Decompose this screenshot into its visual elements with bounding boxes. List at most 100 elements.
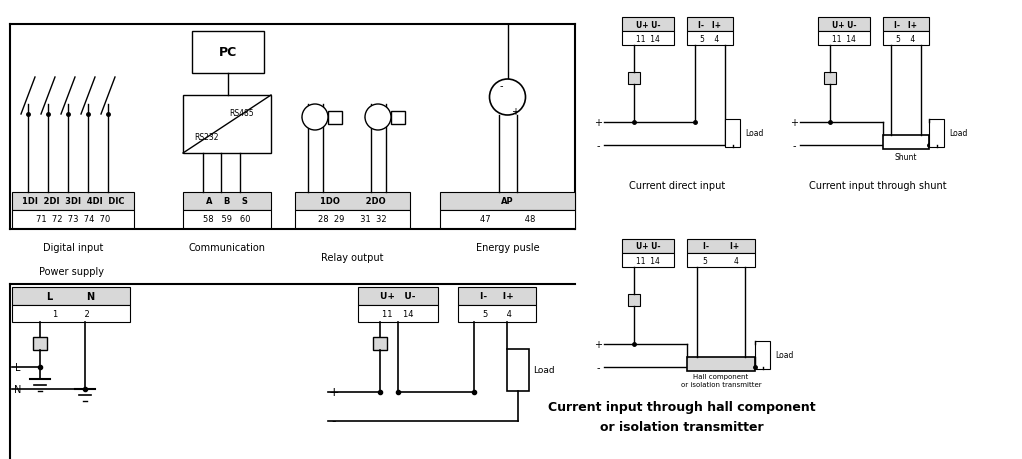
Text: 5    4: 5 4 bbox=[896, 34, 916, 44]
Text: U+   U-: U+ U- bbox=[380, 291, 416, 301]
Circle shape bbox=[301, 105, 328, 131]
Circle shape bbox=[365, 105, 391, 131]
Bar bbox=[883, 32, 929, 46]
Bar bbox=[687, 357, 755, 371]
Bar bbox=[687, 32, 733, 46]
Bar bbox=[440, 211, 575, 229]
Bar bbox=[373, 337, 387, 350]
Bar bbox=[628, 294, 640, 306]
Bar bbox=[183, 193, 271, 211]
Bar bbox=[358, 305, 438, 322]
Text: RS485: RS485 bbox=[230, 109, 254, 118]
Bar bbox=[687, 18, 733, 32]
Text: -: - bbox=[792, 141, 796, 151]
Bar bbox=[883, 18, 929, 32]
Text: I-   I+: I- I+ bbox=[698, 21, 722, 29]
Text: Load: Load bbox=[745, 129, 763, 138]
Text: +: + bbox=[329, 386, 339, 398]
Text: U+ U-: U+ U- bbox=[636, 242, 660, 251]
Bar bbox=[458, 287, 536, 305]
Text: L: L bbox=[15, 362, 20, 372]
Text: I-     I+: I- I+ bbox=[480, 291, 514, 301]
Text: 1          2: 1 2 bbox=[52, 309, 89, 318]
Text: Communication: Communication bbox=[188, 242, 266, 252]
Bar bbox=[12, 287, 130, 305]
Text: 1DO         2DO: 1DO 2DO bbox=[320, 197, 385, 206]
Text: Current input through hall component: Current input through hall component bbox=[548, 401, 816, 414]
Text: +: + bbox=[511, 107, 519, 117]
Text: -: - bbox=[596, 362, 600, 372]
Text: U+ U-: U+ U- bbox=[636, 21, 660, 29]
Text: Power supply: Power supply bbox=[39, 266, 103, 276]
Bar bbox=[929, 120, 944, 148]
Text: Digital input: Digital input bbox=[43, 242, 103, 252]
Text: I-   I+: I- I+ bbox=[894, 21, 918, 29]
Text: or isolation transmitter: or isolation transmitter bbox=[600, 420, 763, 434]
Bar bbox=[824, 73, 836, 85]
Text: Energy pusle: Energy pusle bbox=[475, 242, 540, 252]
Bar bbox=[12, 305, 130, 322]
Text: 11  14: 11 14 bbox=[832, 34, 856, 44]
Bar bbox=[458, 305, 536, 322]
Text: or isolation transmitter: or isolation transmitter bbox=[681, 381, 761, 387]
Bar bbox=[295, 193, 410, 211]
Text: N: N bbox=[14, 384, 21, 394]
Text: RS232: RS232 bbox=[194, 133, 219, 142]
Bar bbox=[183, 96, 271, 154]
Text: 5           4: 5 4 bbox=[703, 256, 739, 265]
Bar bbox=[391, 111, 406, 124]
Text: AP: AP bbox=[501, 197, 514, 206]
Text: 11  14: 11 14 bbox=[636, 256, 660, 265]
Bar bbox=[818, 32, 870, 46]
Bar bbox=[628, 73, 640, 85]
Text: Shunt: Shunt bbox=[894, 152, 918, 161]
Text: 28  29      31  32: 28 29 31 32 bbox=[318, 215, 386, 224]
Text: 5    4: 5 4 bbox=[700, 34, 719, 44]
Bar bbox=[507, 349, 529, 391]
Text: Load: Load bbox=[533, 366, 555, 375]
Text: Current direct input: Current direct input bbox=[629, 180, 726, 190]
Text: 11    14: 11 14 bbox=[382, 309, 414, 318]
Bar bbox=[33, 337, 47, 350]
Text: -: - bbox=[332, 414, 336, 428]
Text: 58   59   60: 58 59 60 bbox=[203, 215, 250, 224]
Text: -: - bbox=[500, 81, 503, 91]
Text: Hall component: Hall component bbox=[693, 373, 749, 379]
Text: Load: Load bbox=[948, 129, 967, 138]
Text: 5       4: 5 4 bbox=[482, 309, 511, 318]
Bar bbox=[687, 240, 755, 253]
Bar bbox=[183, 211, 271, 229]
Bar bbox=[440, 193, 575, 211]
Text: I-        I+: I- I+ bbox=[703, 242, 739, 251]
Text: +: + bbox=[594, 339, 602, 349]
Text: Load: Load bbox=[775, 351, 793, 360]
Bar bbox=[622, 253, 673, 268]
Text: Relay output: Relay output bbox=[321, 252, 383, 263]
Bar bbox=[192, 32, 264, 74]
Bar bbox=[755, 341, 770, 369]
Bar bbox=[725, 120, 740, 148]
Text: PC: PC bbox=[219, 46, 237, 59]
Bar bbox=[883, 136, 929, 150]
Bar bbox=[295, 211, 410, 229]
Bar bbox=[622, 32, 673, 46]
Text: 71  72  73  74  70: 71 72 73 74 70 bbox=[36, 215, 110, 224]
Text: 47             48: 47 48 bbox=[479, 215, 536, 224]
Bar bbox=[818, 18, 870, 32]
Bar bbox=[328, 111, 342, 124]
Text: +: + bbox=[594, 118, 602, 128]
Text: 1DI  2DI  3DI  4DI  DIC: 1DI 2DI 3DI 4DI DIC bbox=[21, 197, 125, 206]
Bar bbox=[622, 240, 673, 253]
Bar bbox=[622, 18, 673, 32]
Text: L          N: L N bbox=[47, 291, 95, 301]
Text: A    B    S: A B S bbox=[206, 197, 248, 206]
Text: Current input through shunt: Current input through shunt bbox=[809, 180, 946, 190]
Text: +: + bbox=[790, 118, 798, 128]
Text: 11  14: 11 14 bbox=[636, 34, 660, 44]
Bar bbox=[358, 287, 438, 305]
Circle shape bbox=[490, 80, 525, 116]
Bar bbox=[687, 253, 755, 268]
Text: U+ U-: U+ U- bbox=[832, 21, 856, 29]
Bar bbox=[12, 193, 134, 211]
Text: -: - bbox=[596, 141, 600, 151]
